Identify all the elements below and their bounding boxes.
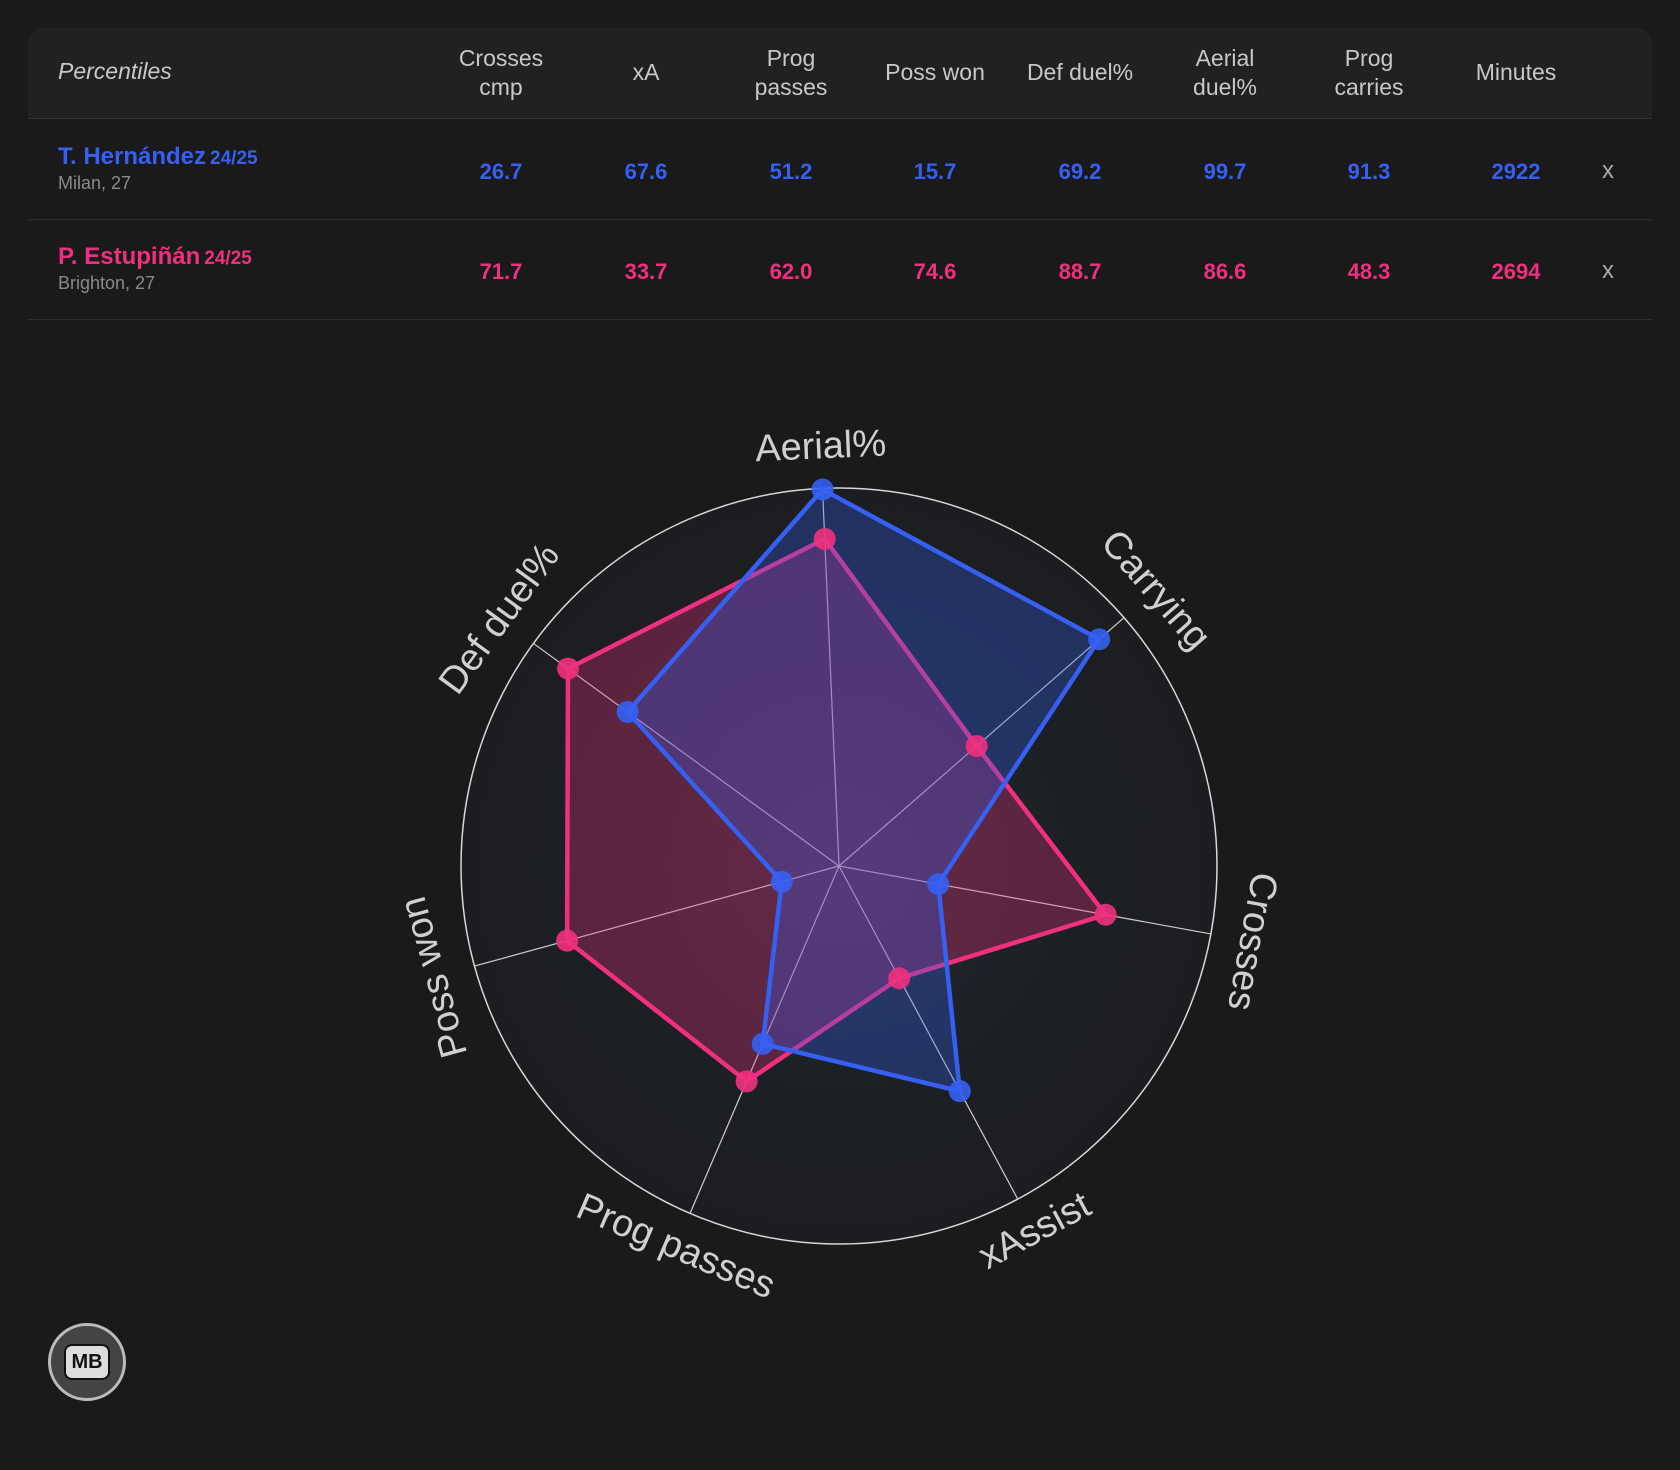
stat-value: 48.3 xyxy=(1347,259,1391,284)
stat-value: 91.3 xyxy=(1347,159,1391,184)
column-header-line: duel% xyxy=(1193,74,1257,100)
player-season: 24/25 xyxy=(210,148,258,169)
minutes-value: 2922 xyxy=(1491,159,1541,184)
axis-label: Aerial% xyxy=(754,423,887,471)
axis-label: Poss won xyxy=(392,892,476,1062)
stat-value: 33.7 xyxy=(624,259,668,284)
series-point xyxy=(770,870,793,893)
player-name-text: T. Hernández xyxy=(58,143,207,170)
stat-value: 69.2 xyxy=(1058,159,1102,184)
column-header: Crosses cmp xyxy=(426,44,576,102)
column-header-line: Def duel% xyxy=(1026,59,1134,85)
logo: MB xyxy=(48,1323,126,1401)
stat-value: 99.7 xyxy=(1203,159,1247,184)
column-header-line: cmp xyxy=(479,74,523,100)
radar-spoke xyxy=(838,865,1211,935)
logo-text: MB xyxy=(64,1344,110,1380)
column-header: Minutes xyxy=(1441,58,1591,87)
remove-button[interactable]: x xyxy=(1602,257,1614,284)
player-name-text: P. Estupiñán xyxy=(58,243,201,270)
player-row: P. Estupiñán 24/25 Brighton, 27 71.7 33.7 62.… xyxy=(28,219,1652,320)
column-header-line: carries xyxy=(1334,74,1404,100)
series-area xyxy=(625,487,1102,1094)
stat-value: 74.6 xyxy=(913,259,957,284)
series-point xyxy=(1094,903,1117,926)
series-point xyxy=(927,873,950,896)
column-header: Aerial duel% xyxy=(1150,44,1300,102)
series-point xyxy=(948,1080,971,1103)
column-header-line: passes xyxy=(754,74,828,100)
series-point xyxy=(735,1070,758,1093)
column-header-line: xA xyxy=(632,59,660,85)
minutes-value: 2694 xyxy=(1491,259,1541,284)
stat-value: 26.7 xyxy=(479,159,523,184)
radar-spoke xyxy=(838,865,1019,1200)
column-header-line: Minutes xyxy=(1475,59,1557,85)
radar-spoke xyxy=(821,488,840,867)
series-point xyxy=(813,527,836,550)
player-team: Brighton, 27 xyxy=(58,273,156,293)
player-row: T. Hernández 24/25 Milan, 27 26.7 67.6 51.2 15… xyxy=(28,119,1652,220)
series-point xyxy=(811,478,834,501)
column-header-line: Prog xyxy=(766,45,816,71)
column-header-line: Prog xyxy=(1344,45,1394,71)
stat-value: 88.7 xyxy=(1058,259,1102,284)
stat-value: 86.6 xyxy=(1203,259,1247,284)
header-title: Percentiles xyxy=(58,58,172,84)
series-point xyxy=(751,1032,774,1055)
remove-button[interactable]: x xyxy=(1602,157,1614,184)
column-header: Poss won xyxy=(860,58,1010,87)
player-season: 24/25 xyxy=(204,248,252,269)
column-header: Def duel% xyxy=(1005,58,1155,87)
radar-spoke xyxy=(533,642,840,867)
stat-value: 51.2 xyxy=(769,159,813,184)
column-header: Prog passes xyxy=(716,44,866,102)
column-header: Prog carries xyxy=(1294,44,1444,102)
stat-value: 67.6 xyxy=(624,159,668,184)
series-point xyxy=(556,657,579,680)
column-header-line: Aerial xyxy=(1195,45,1255,71)
table-header: Percentiles Crosses cmp xA Prog passes Poss w… xyxy=(28,28,1652,119)
stat-value: 15.7 xyxy=(913,159,957,184)
column-header-line: Crosses xyxy=(458,45,544,71)
stat-value: 71.7 xyxy=(479,259,523,284)
series-point xyxy=(616,700,639,723)
series-area xyxy=(564,536,1108,1084)
player-name: T. Hernández 24/25 xyxy=(58,143,258,171)
stat-value: 62.0 xyxy=(769,259,813,284)
axis-label: Crosses xyxy=(1219,869,1285,1014)
column-header: xA xyxy=(571,58,721,87)
series-point xyxy=(965,735,988,758)
series-point xyxy=(556,929,579,952)
player-name: P. Estupiñán 24/25 xyxy=(58,243,252,271)
column-header-line: Poss won xyxy=(885,59,985,85)
series-point xyxy=(888,967,911,990)
player-team: Milan, 27 xyxy=(58,173,132,193)
series-point xyxy=(1088,628,1111,651)
